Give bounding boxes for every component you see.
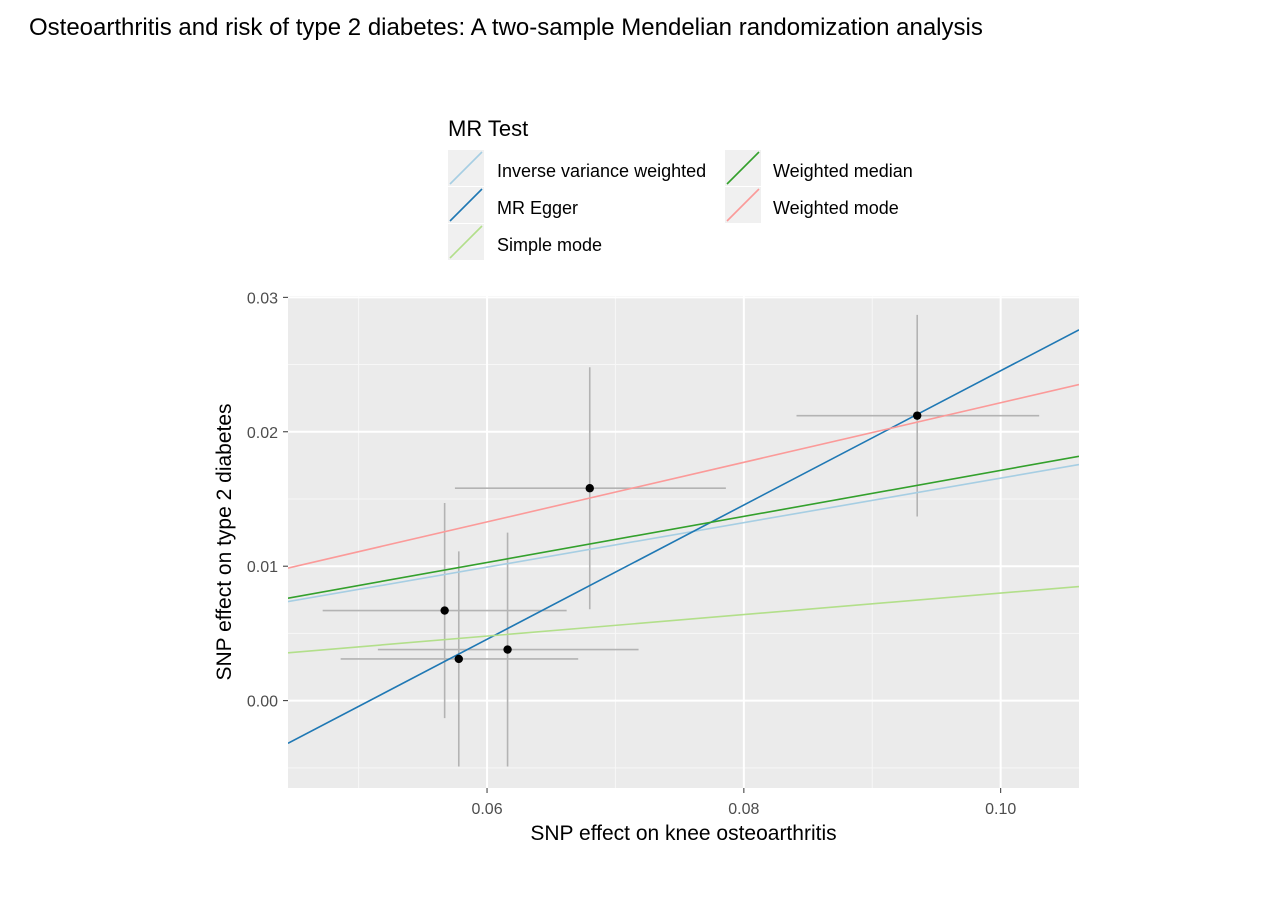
legend-key-mr-egger xyxy=(448,187,484,223)
page-title: Osteoarthritis and risk of type 2 diabet… xyxy=(29,14,983,41)
legend-key-ivw xyxy=(448,150,484,186)
legend-key-simple-mode xyxy=(448,224,484,260)
data-point xyxy=(440,606,449,615)
y-tick-label: 0.02 xyxy=(247,425,278,442)
y-tick-label: 0.01 xyxy=(247,559,278,576)
legend-key-weighted-median xyxy=(725,150,761,186)
line-mr-egger xyxy=(288,329,1079,745)
x-axis-title: SNP effect on knee osteoarthritis xyxy=(530,822,836,845)
data-point xyxy=(585,484,594,493)
x-tick-label: 0.06 xyxy=(471,801,502,818)
y-tick-label: 0.00 xyxy=(247,694,278,711)
line-weighted-mode xyxy=(288,383,1079,569)
data-point xyxy=(913,411,922,420)
legend: MR Test Inverse variance weighted MR Egg… xyxy=(448,116,968,276)
data-point xyxy=(503,645,512,654)
plot-panel xyxy=(288,296,1079,788)
line-simple-mode xyxy=(288,585,1079,654)
legend-label-weighted-median: Weighted median xyxy=(773,161,913,181)
x-tick-label: 0.08 xyxy=(728,801,759,818)
data-point xyxy=(454,654,463,664)
line-weighted-median xyxy=(288,455,1079,599)
legend-label-weighted-mode: Weighted mode xyxy=(773,198,899,218)
plot-content xyxy=(288,314,1079,767)
x-tick-label: 0.10 xyxy=(985,801,1016,818)
y-axis-title: SNP effect on type 2 diabetes xyxy=(213,403,236,680)
legend-label-simple-mode: Simple mode xyxy=(497,235,603,255)
line-inverse-variance-weighted xyxy=(288,463,1079,603)
legend-key-weighted-mode xyxy=(725,187,761,223)
legend-title: MR Test xyxy=(448,116,529,141)
legend-label-mr-egger: MR Egger xyxy=(497,198,579,218)
legend-label-ivw: Inverse variance weighted xyxy=(497,161,707,181)
y-tick-label: 0.03 xyxy=(247,290,278,307)
